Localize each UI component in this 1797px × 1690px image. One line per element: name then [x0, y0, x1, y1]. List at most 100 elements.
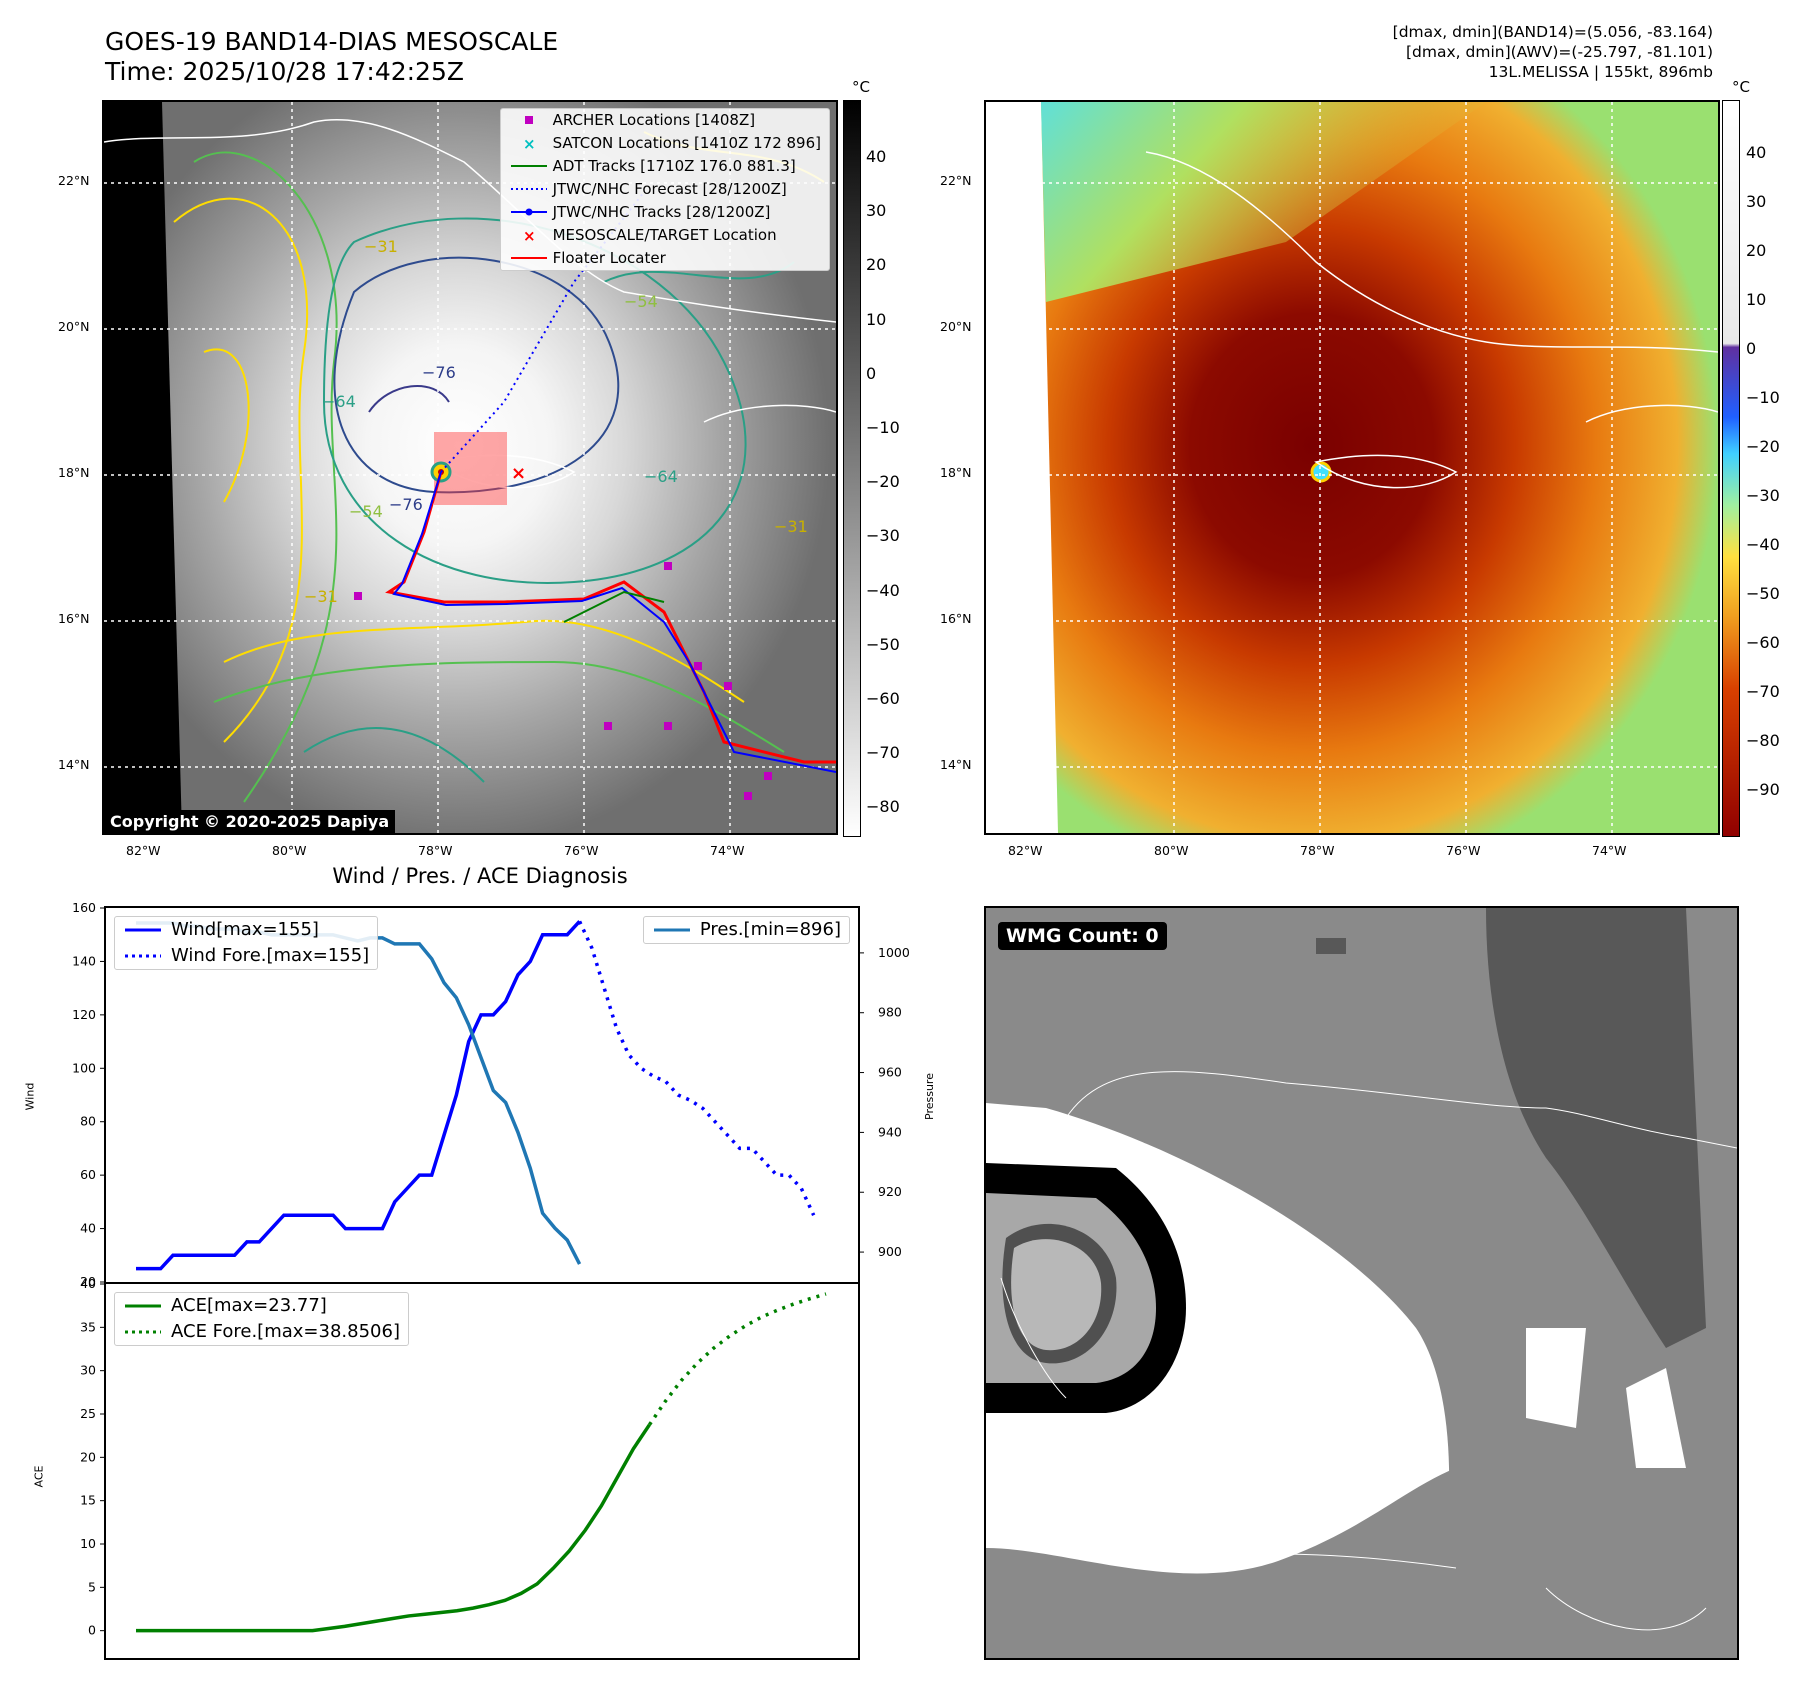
ace-series-line-1 [648, 1292, 827, 1426]
svg-text:−54: −54 [349, 502, 383, 521]
series-line-0 [136, 920, 581, 1271]
pressure-ytick-label: 940 [878, 1124, 902, 1139]
wv-colorbar-tick: 20 [1746, 241, 1767, 260]
wv-lat-label: 14°N [940, 757, 972, 772]
ir-colorbar-tick: −70 [866, 743, 900, 763]
figure-time: Time: 2025/10/28 17:42:25Z [105, 57, 464, 86]
wv-colorbar-tick: −40 [1746, 535, 1780, 554]
svg-text:×: × [511, 463, 526, 484]
svg-text:−64: −64 [644, 467, 678, 486]
ace-legend: ACE[max=23.77] ACE Fore.[max=38.8506] [114, 1292, 409, 1346]
diagnosis-title: Wind / Pres. / ACE Diagnosis [332, 864, 628, 888]
series-line-2 [136, 921, 582, 1265]
wmg-panel: WMG Count: 0 [984, 906, 1739, 1660]
ir-colorbar-tick: 40 [866, 147, 887, 166]
wv-colorbar-tick: −70 [1746, 682, 1780, 701]
wind-ytick-label: 20 [80, 1274, 96, 1289]
wv-lon-label: 80°W [1154, 843, 1189, 858]
svg-text:×: × [523, 135, 536, 153]
pressure-ytick-label: 980 [878, 1005, 902, 1020]
ir-colorbar-tick: −80 [866, 797, 900, 817]
ace-ytick-label: 20 [80, 1449, 96, 1464]
wv-colorbar-tick: −80 [1746, 731, 1780, 750]
ir-legend-symbol [510, 208, 547, 216]
ace-ytick-label: 15 [80, 1493, 96, 1508]
wv-lon-label: 78°W [1300, 843, 1335, 858]
ir-colorbar-tick: −50 [866, 634, 900, 654]
copyright-label: Copyright © 2020-2025 Dapiya [104, 810, 396, 833]
ir-colorbar-unit: °C [852, 78, 870, 96]
ace-ytick-label: 40 [80, 1276, 96, 1291]
wv-lat-label: 18°N [940, 465, 972, 480]
ir-lon-label: 76°W [564, 843, 599, 858]
ir-colorbar-tick: 20 [866, 255, 887, 275]
info-storm: 13L.MELISSA | 155kt, 896mb [1488, 63, 1713, 81]
ir-legend: ARCHER Locations [1408Z] × SATCON Location… [499, 108, 830, 271]
wv-lat-label: 16°N [940, 611, 972, 626]
ir-legend-symbol [524, 116, 533, 124]
wv-colorbar-tick: −30 [1746, 486, 1780, 505]
wv-colorbar-tick: 0 [1746, 339, 1757, 358]
ir-colorbar-tick: −10 [866, 418, 900, 437]
ir-lat-label: 18°N [58, 465, 90, 480]
series-line-1 [577, 920, 816, 1216]
wv-colorbar-tick: −10 [1746, 388, 1780, 407]
ir-colorbar-tick: 30 [866, 201, 887, 221]
wv-lon-label: 74°W [1592, 843, 1627, 858]
svg-text:−76: −76 [422, 363, 456, 382]
ace-plot: 0 5 10 15 20 25 30 35 40 [80, 1276, 827, 1638]
ir-legend-symbol [510, 165, 547, 167]
ir-legend-label: ADT Tracks [1710Z 176.0 881.3] [552, 157, 796, 175]
svg-text:−31: −31 [304, 587, 338, 606]
pressure-axis-label: Pressure [922, 1073, 936, 1120]
wind-ytick-label: 140 [72, 953, 96, 968]
wind-ytick-label: 60 [80, 1167, 96, 1182]
wind-ytick-label: 80 [80, 1114, 96, 1129]
svg-text:−31: −31 [364, 237, 398, 256]
ir-colorbar-tick: −30 [866, 526, 900, 546]
wv-map-panel [984, 100, 1720, 835]
legend-wind-forecast-label: Wind Fore.[max=155] [171, 945, 370, 966]
wind-ytick-label: 120 [72, 1007, 96, 1022]
ace-ytick-label: 10 [80, 1536, 96, 1551]
figure-title: GOES-19 BAND14-DIAS MESOSCALE [105, 27, 559, 56]
ir-legend-item: × MESOSCALE/TARGET Location [501, 224, 829, 247]
ace-axis-label: ACE [32, 1465, 46, 1488]
pressure-ytick-label: 900 [878, 1244, 902, 1259]
svg-text:−76: −76 [389, 495, 423, 514]
wind-ytick-label: 40 [80, 1221, 96, 1236]
wind-axis-label: Wind [23, 1082, 37, 1111]
wv-lat-label: 22°N [940, 173, 972, 188]
pressure-legend: Pres.[min=896] [642, 916, 850, 944]
svg-text:×: × [523, 227, 536, 245]
ir-legend-item: JTWC/NHC Forecast [28/1200Z] [501, 178, 829, 201]
wv-colorbar [1722, 100, 1740, 837]
wv-colorbar-tick: 30 [1746, 192, 1767, 211]
info-band14-range: [dmax, dmin](BAND14)=(5.056, -83.164) [1392, 23, 1713, 41]
ir-legend-item: ADT Tracks [1710Z 176.0 881.3] [501, 155, 829, 178]
ir-lon-label: 78°W [418, 843, 453, 858]
wv-map-image [986, 102, 1718, 833]
wind-ytick-label: 160 [72, 900, 96, 915]
pressure-ytick-label: 920 [878, 1184, 902, 1199]
ir-lat-label: 16°N [58, 611, 90, 626]
ir-legend-symbol [510, 188, 547, 190]
wmg-count-badge: WMG Count: 0 [998, 922, 1167, 950]
ace-ytick-label: 5 [88, 1579, 96, 1594]
ir-lon-label: 82°W [126, 843, 161, 858]
ir-legend-item: JTWC/NHC Tracks [28/1200Z] [501, 201, 829, 224]
ir-legend-item: × SATCON Locations [1410Z 172 896] [501, 132, 829, 155]
ir-colorbar-tick: −60 [866, 689, 900, 708]
wv-colorbar-tick: −50 [1746, 584, 1780, 603]
svg-text:−64: −64 [322, 392, 356, 411]
info-awv-range: [dmax, dmin](AWV)=(-25.797, -81.101) [1406, 43, 1713, 61]
wind-pressure-panel: 20 40 60 80 100 120 140 160 900 920 940 960 980 1000 … [72, 900, 910, 1289]
wmg-image [986, 908, 1737, 1658]
ir-legend-label: MESOSCALE/TARGET Location [552, 226, 777, 244]
wv-colorbar-unit: °C [1732, 78, 1750, 96]
svg-text:−31: −31 [774, 517, 808, 536]
pressure-ytick-label: 1000 [878, 945, 910, 960]
ace-ytick-label: 30 [80, 1363, 96, 1378]
ir-lat-label: 20°N [58, 319, 90, 334]
ir-legend-symbol [510, 257, 547, 259]
